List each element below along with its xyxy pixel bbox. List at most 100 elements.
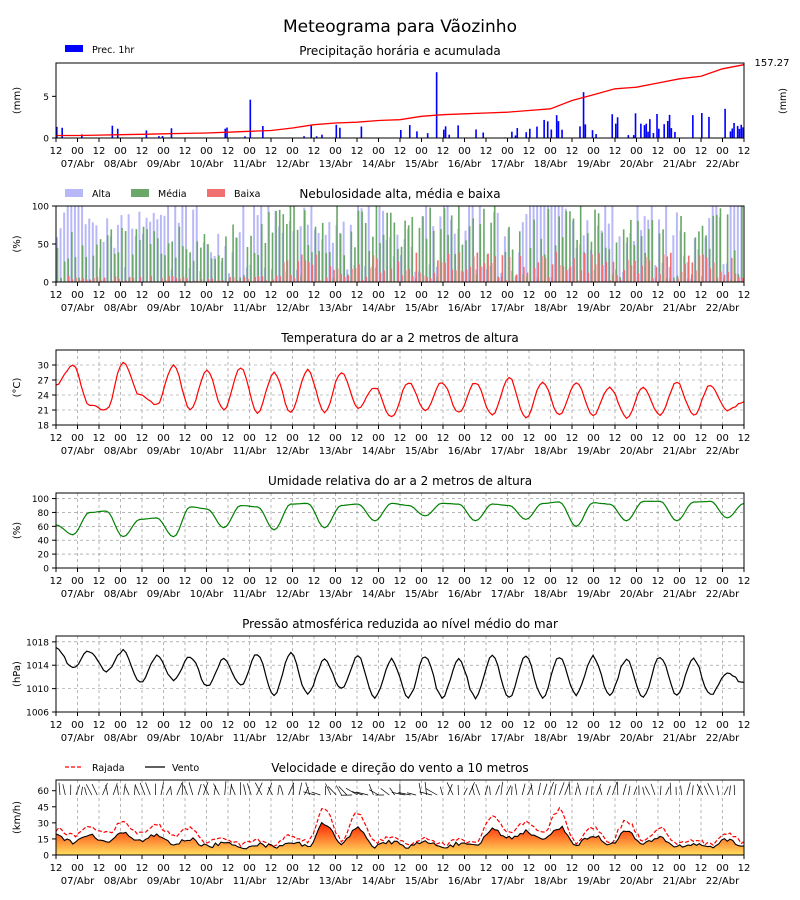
x-tick-label: 00	[673, 290, 686, 301]
cloud-mid-bar	[121, 228, 123, 282]
wind-direction-arrow	[391, 792, 406, 796]
wind-direction-arrow	[243, 784, 247, 796]
cloud-low-bar	[89, 280, 92, 282]
x-tick-label: 00	[630, 863, 643, 874]
cloud-low-bar	[265, 279, 267, 282]
cloud-low-bar	[75, 277, 77, 282]
wind-direction-arrow	[691, 785, 694, 796]
x-day-label: 11/Abr	[233, 589, 267, 600]
wind-direction-arrow	[418, 782, 422, 796]
cloud-mid-bar	[117, 252, 120, 282]
cloud-low-bar	[82, 278, 84, 282]
precip-bar	[634, 113, 637, 138]
cloud-mid-bar	[493, 206, 496, 282]
cloud-low-bar	[193, 280, 196, 282]
cloud-low-bar	[139, 276, 142, 282]
x-day-label: 12/Abr	[276, 733, 310, 744]
wind-direction-arrow	[351, 791, 363, 796]
cloud-mid-bar	[339, 233, 342, 282]
legend-label-cloud: Alta	[92, 189, 111, 200]
cloud-low-bar	[616, 275, 618, 282]
cloud-low-bar	[132, 277, 135, 282]
precip-bar	[400, 129, 402, 138]
precip-bar	[81, 134, 83, 138]
cloud-low-bar	[68, 276, 70, 282]
cloud-low-bar	[612, 261, 615, 282]
x-tick-label: 12	[437, 863, 450, 874]
wind-direction-arrow	[440, 786, 443, 796]
wind-direction-arrow	[564, 783, 570, 796]
x-day-label: 20/Abr	[620, 733, 654, 744]
x-tick-label: 12	[136, 720, 149, 731]
x-day-label: 14/Abr	[362, 733, 396, 744]
cloud-mid-bar	[325, 252, 328, 282]
cloud-high-bar	[435, 266, 438, 282]
x-tick-label: 00	[458, 720, 471, 731]
cloud-mid-bar	[393, 222, 396, 282]
cloud-high-bar	[529, 206, 531, 282]
cloud-low-bar	[555, 251, 557, 282]
cloud-low-bar	[569, 266, 572, 282]
wind-direction-arrow	[298, 782, 303, 796]
x-tick-label: 12	[609, 576, 622, 587]
cloud-low-bar	[164, 279, 167, 282]
x-tick-label: 00	[372, 576, 385, 587]
x-day-label: 15/Abr	[405, 303, 439, 314]
x-tick-label: 12	[652, 720, 665, 731]
precip-bar	[360, 126, 363, 138]
y-tick-label: 60	[38, 787, 50, 797]
cloud-mid-bar	[565, 211, 568, 282]
x-tick-label: 12	[265, 290, 278, 301]
cloud-low-bar	[601, 265, 604, 282]
x-day-label: 21/Abr	[663, 589, 697, 600]
x-tick-label: 12	[50, 146, 63, 157]
x-tick-label: 12	[222, 863, 235, 874]
cloud-mid-bar	[511, 249, 514, 282]
cloud-low-bar	[687, 255, 690, 282]
cloud-low-bar	[605, 262, 608, 282]
cloud-mid-bar	[354, 247, 356, 282]
wind-direction-arrow	[91, 783, 98, 796]
wind-direction-arrow	[716, 785, 720, 796]
wind-direction-arrow	[305, 782, 311, 796]
cloud-mid-bar	[207, 244, 209, 282]
x-tick-label: 12	[136, 863, 149, 874]
cloud-low-bar	[96, 276, 99, 282]
x-tick-label: 12	[652, 863, 665, 874]
y-axis-label: (hPa)	[12, 661, 23, 687]
cloud-low-bar	[662, 254, 665, 282]
cloud-low-bar	[379, 272, 382, 282]
cloud-mid-bar	[483, 208, 485, 282]
x-day-label: 12/Abr	[276, 303, 310, 314]
x-tick-label: 00	[200, 863, 213, 874]
x-day-label: 14/Abr	[362, 876, 396, 887]
precip-bar	[303, 136, 305, 138]
cloud-low-bar	[290, 274, 292, 282]
x-tick-label: 12	[351, 290, 364, 301]
cloud-low-bar	[243, 276, 246, 282]
x-day-label: 16/Abr	[448, 733, 482, 744]
x-day-label: 20/Abr	[620, 876, 654, 887]
cloud-mid-bar	[60, 277, 62, 282]
x-tick-label: 00	[544, 290, 557, 301]
cloud-low-bar	[526, 272, 529, 282]
x-tick-label: 00	[114, 720, 127, 731]
wind-direction-arrow	[514, 783, 518, 796]
wind-direction-arrow	[419, 791, 432, 796]
cloud-low-bar	[168, 276, 170, 282]
wind-line	[55, 821, 745, 850]
precip-bar	[444, 126, 447, 138]
cloud-low-bar	[594, 264, 597, 282]
cloud-mid-bar	[425, 238, 428, 282]
x-tick-label: 00	[458, 290, 471, 301]
y-tick-label: 24	[38, 392, 50, 402]
cloud-high-bar	[84, 224, 87, 282]
precip-bar	[632, 135, 635, 138]
cloud-low-bar	[78, 280, 81, 282]
x-tick-label: 12	[480, 576, 493, 587]
x-day-label: 21/Abr	[663, 303, 697, 314]
x-day-label: 21/Abr	[663, 876, 697, 887]
wind-direction-arrow	[398, 792, 411, 796]
precip-bar	[555, 115, 558, 138]
cloud-low-bar	[218, 280, 221, 282]
